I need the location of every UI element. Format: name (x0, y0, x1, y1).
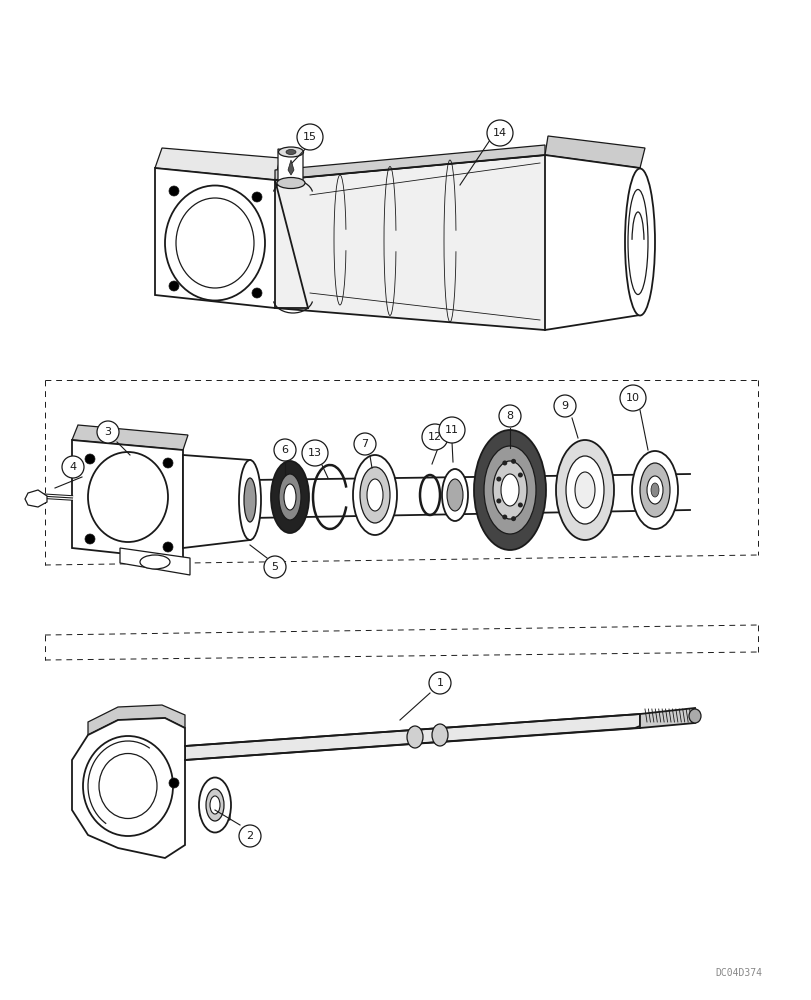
Circle shape (517, 502, 522, 508)
Ellipse shape (500, 474, 518, 506)
Circle shape (354, 433, 375, 455)
Ellipse shape (206, 789, 224, 821)
Circle shape (496, 498, 500, 503)
Ellipse shape (431, 724, 448, 746)
Circle shape (97, 421, 119, 443)
Ellipse shape (238, 460, 260, 540)
Circle shape (496, 477, 500, 482)
Polygon shape (88, 705, 185, 735)
Circle shape (85, 454, 95, 464)
Circle shape (238, 825, 260, 847)
Ellipse shape (639, 463, 669, 517)
Polygon shape (155, 168, 275, 308)
Text: 6: 6 (281, 445, 288, 455)
Circle shape (510, 459, 516, 464)
Text: 9: 9 (560, 401, 568, 411)
Text: 11: 11 (444, 425, 458, 435)
Text: 3: 3 (105, 427, 111, 437)
Circle shape (273, 439, 296, 461)
Text: 10: 10 (625, 393, 639, 403)
Circle shape (251, 192, 262, 202)
Polygon shape (25, 490, 47, 507)
Circle shape (553, 395, 575, 417)
Ellipse shape (556, 440, 613, 540)
Polygon shape (182, 455, 250, 548)
Circle shape (439, 417, 465, 443)
Ellipse shape (359, 467, 389, 523)
Text: 13: 13 (307, 448, 322, 458)
Text: 4: 4 (70, 462, 76, 472)
Ellipse shape (441, 469, 467, 521)
Polygon shape (544, 155, 639, 330)
Polygon shape (155, 148, 280, 180)
Ellipse shape (139, 555, 169, 569)
Ellipse shape (406, 726, 423, 748)
Circle shape (302, 440, 328, 466)
Ellipse shape (631, 451, 677, 529)
Ellipse shape (277, 177, 305, 189)
Circle shape (163, 458, 173, 468)
Circle shape (487, 120, 513, 146)
Text: 5: 5 (271, 562, 278, 572)
Ellipse shape (565, 456, 603, 524)
Polygon shape (185, 714, 639, 760)
Polygon shape (120, 548, 190, 575)
Circle shape (422, 424, 448, 450)
Polygon shape (544, 136, 644, 168)
Circle shape (620, 385, 646, 411)
Circle shape (428, 672, 450, 694)
Polygon shape (275, 155, 544, 330)
Text: 15: 15 (303, 132, 316, 142)
Polygon shape (200, 800, 230, 820)
Text: 8: 8 (506, 411, 513, 421)
Polygon shape (72, 718, 185, 858)
Circle shape (169, 281, 178, 291)
Ellipse shape (492, 461, 526, 519)
Ellipse shape (243, 478, 255, 522)
Circle shape (163, 542, 173, 552)
Circle shape (297, 124, 323, 150)
Ellipse shape (650, 483, 659, 497)
Circle shape (502, 515, 507, 520)
Ellipse shape (474, 430, 545, 550)
Circle shape (517, 473, 522, 478)
Ellipse shape (483, 446, 535, 534)
Text: 2: 2 (246, 831, 253, 841)
Circle shape (264, 556, 285, 578)
Polygon shape (277, 149, 303, 183)
Polygon shape (288, 160, 294, 175)
Ellipse shape (271, 461, 309, 533)
Ellipse shape (279, 474, 301, 520)
Polygon shape (639, 708, 694, 728)
Circle shape (510, 516, 516, 521)
Ellipse shape (210, 796, 220, 814)
Text: 14: 14 (492, 128, 506, 138)
Circle shape (251, 288, 262, 298)
Ellipse shape (689, 709, 700, 723)
Circle shape (169, 778, 178, 788)
Circle shape (62, 456, 84, 478)
Polygon shape (72, 440, 182, 560)
Ellipse shape (646, 476, 663, 504)
Ellipse shape (278, 147, 303, 157)
Ellipse shape (367, 479, 383, 511)
Ellipse shape (446, 479, 462, 511)
Ellipse shape (199, 777, 230, 832)
Text: 7: 7 (361, 439, 368, 449)
Text: 1: 1 (436, 678, 443, 688)
Circle shape (499, 405, 521, 427)
Ellipse shape (353, 455, 397, 535)
Circle shape (169, 186, 178, 196)
Circle shape (85, 534, 95, 544)
Ellipse shape (624, 168, 654, 316)
Ellipse shape (284, 484, 296, 510)
Ellipse shape (285, 150, 296, 155)
Polygon shape (275, 145, 544, 180)
Polygon shape (72, 425, 188, 450)
Ellipse shape (574, 472, 594, 508)
Text: DC04D374: DC04D374 (714, 968, 761, 978)
Circle shape (502, 460, 507, 465)
Text: 12: 12 (427, 432, 441, 442)
